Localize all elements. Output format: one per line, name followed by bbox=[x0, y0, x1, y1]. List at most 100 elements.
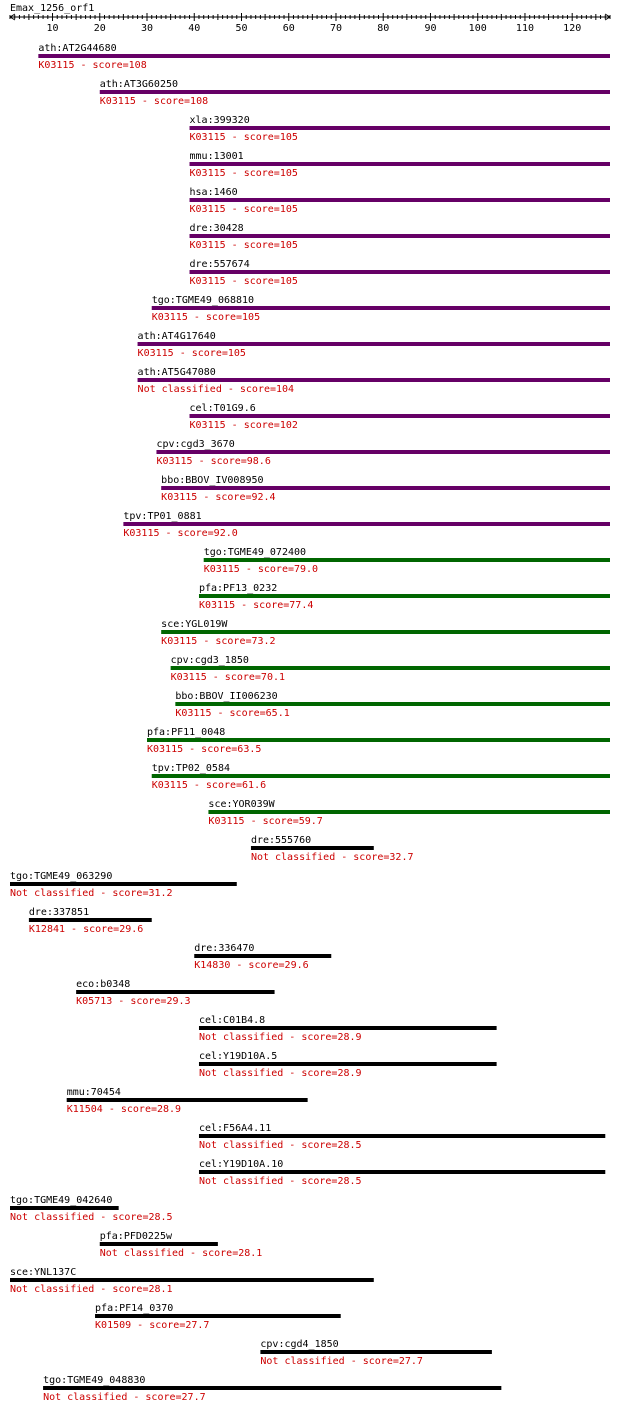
hit-row[interactable]: tpv:TP01_0881 K03115 - score=92.0 bbox=[123, 511, 610, 539]
hit-desc-label[interactable]: K03115 - score=92.4 bbox=[161, 492, 275, 503]
hit-desc-label[interactable]: K05713 - score=29.3 bbox=[76, 996, 190, 1007]
hit-bar[interactable] bbox=[156, 450, 610, 454]
hit-name-label[interactable]: dre:555760 bbox=[251, 835, 311, 846]
hit-name-label[interactable]: dre:336470 bbox=[194, 943, 254, 954]
hit-desc-label[interactable]: K03115 - score=108 bbox=[38, 60, 146, 71]
hit-desc-label[interactable]: Not classified - score=28.9 bbox=[199, 1068, 362, 1079]
hit-name-label[interactable]: tgo:TGME49_063290 bbox=[10, 871, 112, 882]
hit-bar[interactable] bbox=[250, 846, 374, 850]
hit-desc-label[interactable]: K03115 - score=92.0 bbox=[123, 528, 237, 539]
hit-bar[interactable] bbox=[198, 1026, 497, 1030]
hit-desc-label[interactable]: Not classified - score=27.7 bbox=[260, 1356, 423, 1367]
hit-name-label[interactable]: cel:Y19D10A.10 bbox=[199, 1159, 283, 1170]
hit-bar[interactable] bbox=[137, 378, 610, 382]
hit-name-label[interactable]: pfa:PFD0225w bbox=[100, 1231, 173, 1242]
hit-desc-label[interactable]: Not classified - score=31.2 bbox=[10, 888, 173, 899]
hit-name-label[interactable]: sce:YOR039W bbox=[208, 799, 275, 810]
hit-desc-label[interactable]: K03115 - score=105 bbox=[190, 204, 298, 215]
hit-row[interactable]: sce:YGL019W K03115 - score=73.2 bbox=[161, 619, 611, 647]
hit-bar[interactable] bbox=[198, 1170, 606, 1174]
hit-desc-label[interactable]: Not classified - score=28.5 bbox=[199, 1176, 362, 1187]
hit-desc-label[interactable]: K03115 - score=108 bbox=[100, 96, 208, 107]
hit-bar[interactable] bbox=[189, 126, 610, 130]
hit-bar[interactable] bbox=[161, 486, 611, 490]
hit-bar[interactable] bbox=[198, 1134, 606, 1138]
hit-desc-label[interactable]: Not classified - score=27.7 bbox=[43, 1392, 206, 1403]
hit-bar[interactable] bbox=[175, 702, 611, 706]
hit-desc-label[interactable]: K03115 - score=105 bbox=[190, 132, 298, 143]
hit-name-label[interactable]: tgo:TGME49_048830 bbox=[43, 1375, 145, 1386]
hit-desc-label[interactable]: K03115 - score=105 bbox=[190, 240, 298, 251]
hit-name-label[interactable]: dre:557674 bbox=[190, 259, 250, 270]
hit-desc-label[interactable]: K03115 - score=79.0 bbox=[204, 564, 318, 575]
hit-desc-label[interactable]: K03115 - score=70.1 bbox=[171, 672, 285, 683]
hit-bar[interactable] bbox=[203, 558, 610, 562]
hit-row[interactable]: cel:F56A4.11 Not classified - score=28.5 bbox=[198, 1123, 606, 1151]
hit-desc-label[interactable]: Not classified - score=32.7 bbox=[251, 852, 414, 863]
hit-name-label[interactable]: bbo:BBOV_IV008950 bbox=[161, 475, 263, 486]
hit-desc-label[interactable]: K03115 - score=105 bbox=[138, 348, 246, 359]
hit-desc-label[interactable]: K03115 - score=77.4 bbox=[199, 600, 313, 611]
hit-row[interactable]: cel:C01B4.8 Not classified - score=28.9 bbox=[198, 1015, 497, 1043]
hit-name-label[interactable]: pfa:PF14_0370 bbox=[95, 1303, 173, 1314]
hit-bar[interactable] bbox=[260, 1350, 492, 1354]
hit-row[interactable]: tgo:TGME49_063290 Not classified - score=… bbox=[10, 871, 237, 899]
hit-row[interactable]: mmu:70454 K11504 - score=28.9 bbox=[66, 1087, 308, 1115]
hit-row[interactable]: tgo:TGME49_072400 K03115 - score=79.0 bbox=[203, 547, 610, 575]
hit-row[interactable]: bbo:BBOV_II006230 K03115 - score=65.1 bbox=[175, 691, 611, 719]
hit-row[interactable]: xla:399320 K03115 - score=105 bbox=[189, 115, 610, 143]
hit-bar[interactable] bbox=[189, 414, 610, 418]
hit-name-label[interactable]: cpv:cgd4_1850 bbox=[260, 1339, 338, 1350]
hit-row[interactable]: dre:336470 K14830 - score=29.6 bbox=[194, 943, 332, 971]
hit-bar[interactable] bbox=[137, 342, 610, 346]
hit-bar[interactable] bbox=[10, 1206, 119, 1210]
hit-name-label[interactable]: sce:YNL137C bbox=[10, 1267, 76, 1278]
hit-name-label[interactable]: cpv:cgd3_3670 bbox=[156, 439, 234, 450]
hit-row[interactable]: pfa:PF11_0048 K03115 - score=63.5 bbox=[147, 727, 610, 755]
hit-name-label[interactable]: tgo:TGME49_072400 bbox=[204, 547, 306, 558]
hit-name-label[interactable]: ath:AT4G17640 bbox=[138, 331, 216, 342]
hit-name-label[interactable]: cel:C01B4.8 bbox=[199, 1015, 265, 1026]
hit-row[interactable]: cpv:cgd4_1850 Not classified - score=27.7 bbox=[260, 1339, 492, 1367]
hit-name-label[interactable]: hsa:1460 bbox=[190, 187, 238, 198]
hit-row[interactable]: sce:YNL137C Not classified - score=28.1 bbox=[10, 1267, 374, 1295]
hit-desc-label[interactable]: K03115 - score=105 bbox=[190, 168, 298, 179]
hit-bar[interactable] bbox=[198, 594, 610, 598]
hit-row[interactable]: dre:557674 K03115 - score=105 bbox=[189, 259, 610, 287]
hit-name-label[interactable]: xla:399320 bbox=[190, 115, 250, 126]
hit-bar[interactable] bbox=[38, 54, 611, 58]
hit-desc-label[interactable]: K12841 - score=29.6 bbox=[29, 924, 143, 935]
hit-bar[interactable] bbox=[76, 990, 275, 994]
hit-name-label[interactable]: tpv:TP01_0881 bbox=[123, 511, 201, 522]
hit-row[interactable]: tgo:TGME49_068810 K03115 - score=105 bbox=[151, 295, 610, 323]
hit-row[interactable]: hsa:1460 K03115 - score=105 bbox=[189, 187, 610, 215]
hit-row[interactable]: cel:Y19D10A.10 Not classified - score=28.… bbox=[198, 1159, 606, 1187]
hit-desc-label[interactable]: Not classified - score=104 bbox=[138, 384, 295, 395]
hit-bar[interactable] bbox=[151, 774, 610, 778]
hit-bar[interactable] bbox=[189, 270, 610, 274]
hit-desc-label[interactable]: K11504 - score=28.9 bbox=[67, 1104, 181, 1115]
hit-name-label[interactable]: dre:30428 bbox=[190, 223, 244, 234]
hit-row[interactable]: cel:T01G9.6 K03115 - score=102 bbox=[189, 403, 610, 431]
hit-name-label[interactable]: cel:F56A4.11 bbox=[199, 1123, 271, 1134]
hit-row[interactable]: sce:YOR039W K03115 - score=59.7 bbox=[208, 799, 610, 827]
hit-name-label[interactable]: sce:YGL019W bbox=[161, 619, 228, 630]
hit-name-label[interactable]: pfa:PF13_0232 bbox=[199, 583, 277, 594]
hit-bar[interactable] bbox=[147, 738, 610, 742]
hit-desc-label[interactable]: Not classified - score=28.1 bbox=[100, 1248, 263, 1259]
hit-bar[interactable] bbox=[123, 522, 610, 526]
hit-desc-label[interactable]: K03115 - score=105 bbox=[152, 312, 260, 323]
hit-desc-label[interactable]: Not classified - score=28.1 bbox=[10, 1284, 173, 1295]
hit-bar[interactable] bbox=[99, 1242, 218, 1246]
hit-bar[interactable] bbox=[198, 1062, 497, 1066]
hit-row[interactable]: ath:AT4G17640 K03115 - score=105 bbox=[137, 331, 610, 359]
hit-row[interactable]: cpv:cgd3_3670 K03115 - score=98.6 bbox=[156, 439, 610, 467]
hit-bar[interactable] bbox=[194, 954, 332, 958]
hit-row[interactable]: ath:AT3G60250 K03115 - score=108 bbox=[99, 79, 610, 107]
hit-bar[interactable] bbox=[99, 90, 610, 94]
hit-name-label[interactable]: tgo:TGME49_068810 bbox=[152, 295, 254, 306]
hit-row[interactable]: cpv:cgd3_1850 K03115 - score=70.1 bbox=[170, 655, 610, 683]
hit-bar[interactable] bbox=[189, 162, 610, 166]
hit-desc-label[interactable]: Not classified - score=28.9 bbox=[199, 1032, 362, 1043]
hit-bar[interactable] bbox=[10, 1278, 374, 1282]
